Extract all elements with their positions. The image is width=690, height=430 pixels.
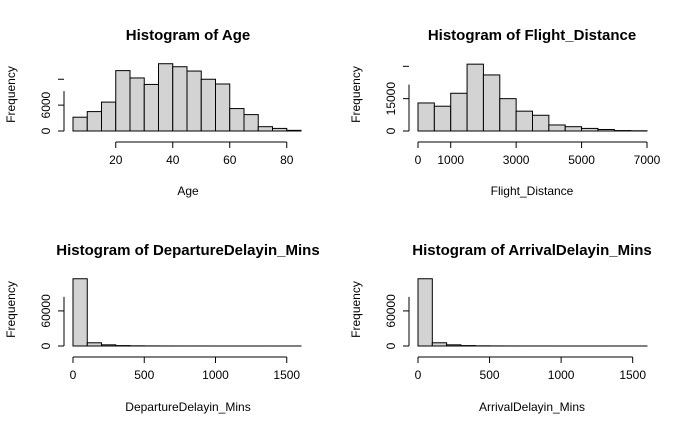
x-tick-label: 5000 bbox=[568, 153, 595, 167]
y-axis-label: Frequency bbox=[349, 281, 363, 338]
x-tick-label: 500 bbox=[134, 368, 154, 382]
histogram-bar bbox=[243, 114, 259, 132]
histogram-bar bbox=[548, 124, 566, 132]
histogram-panel-4: Histogram of ArrivalDelayin_Mins 0 500 1000… bbox=[349, 242, 652, 414]
histogram-bar bbox=[72, 278, 88, 347]
x-axis-label: ArrivalDelayin_Mins bbox=[479, 400, 585, 414]
histogram-bar bbox=[417, 278, 433, 347]
histogram-bar bbox=[286, 129, 302, 132]
histogram-bar bbox=[186, 70, 202, 132]
x-tick-label: 1500 bbox=[619, 368, 646, 382]
y-tick-label: 0 bbox=[39, 127, 53, 134]
histogram-bar bbox=[431, 342, 448, 347]
x-tick-label: 20 bbox=[109, 153, 123, 167]
y-axis-label: Frequency bbox=[4, 66, 18, 123]
x-tick-label: 1000 bbox=[548, 368, 575, 382]
histogram-bar bbox=[200, 78, 216, 132]
histogram-bar bbox=[229, 108, 245, 132]
x-tick-label: 500 bbox=[480, 368, 500, 382]
x-axis-label: Flight_Distance bbox=[491, 184, 574, 198]
histogram-bar bbox=[115, 70, 131, 132]
histogram-bar bbox=[532, 114, 550, 132]
histogram-panel-1: Histogram of Age 20 40 60 80 0 6000 Age Frequenc… bbox=[4, 27, 302, 198]
x-tick-label: 1000 bbox=[202, 368, 229, 382]
x-tick-label: 60 bbox=[223, 153, 237, 167]
histogram-bar bbox=[72, 116, 88, 132]
histogram-bar bbox=[272, 127, 288, 132]
histogram-bar bbox=[597, 128, 615, 132]
x-tick-label: 1000 bbox=[437, 153, 464, 167]
y-axis-label: Frequency bbox=[4, 281, 18, 338]
histogram-bar bbox=[158, 63, 174, 132]
histogram-bar bbox=[143, 83, 159, 132]
x-tick-label: 7000 bbox=[634, 153, 661, 167]
histogram-bar bbox=[417, 102, 435, 132]
y-tick-label: 0 bbox=[384, 342, 398, 349]
histogram-bar bbox=[86, 342, 102, 347]
y-tick-label: 0 bbox=[384, 127, 398, 134]
chart-title: Histogram of Flight_Distance bbox=[428, 27, 636, 44]
histogram-bar bbox=[86, 111, 102, 132]
histogram-bar bbox=[101, 101, 117, 132]
histogram-bar bbox=[482, 74, 501, 132]
y-axis-label: Frequency bbox=[349, 66, 363, 123]
x-tick-label: 3000 bbox=[503, 153, 530, 167]
histogram-panel-3: Histogram of DepartureDelayin_Mins 0 500 10… bbox=[4, 242, 320, 414]
histogram-bar bbox=[215, 83, 231, 132]
x-axis-label: Age bbox=[177, 184, 199, 198]
histogram-bar bbox=[129, 77, 145, 132]
x-tick-label: 0 bbox=[415, 368, 422, 382]
chart-title: Histogram of ArrivalDelayin_Mins bbox=[412, 242, 652, 259]
x-tick-label: 0 bbox=[415, 153, 422, 167]
x-tick-label: 1500 bbox=[273, 368, 300, 382]
y-tick-label: 60000 bbox=[384, 294, 398, 328]
x-axis-label: DepartureDelayin_Mins bbox=[125, 400, 250, 414]
histogram-bar bbox=[466, 63, 484, 132]
x-tick-label: 80 bbox=[280, 153, 294, 167]
histogram-bar bbox=[446, 344, 462, 347]
histogram-bar bbox=[515, 110, 534, 132]
y-tick-label: 6000 bbox=[39, 91, 53, 118]
histogram-bar bbox=[450, 92, 468, 132]
histogram-bar bbox=[172, 66, 188, 132]
chart-title: Histogram of DepartureDelayin_Mins bbox=[56, 242, 319, 259]
histogram-bar bbox=[433, 105, 452, 132]
y-tick-label: 15000 bbox=[384, 82, 398, 116]
chart-title: Histogram of Age bbox=[126, 27, 250, 44]
y-tick-label: 0 bbox=[39, 342, 53, 349]
y-tick-label: 60000 bbox=[39, 294, 53, 328]
histogram-bar bbox=[564, 126, 583, 132]
histogram-bar bbox=[257, 126, 273, 132]
histogram-bar bbox=[101, 344, 117, 347]
histogram-bar bbox=[581, 127, 599, 132]
x-tick-label: 0 bbox=[70, 368, 77, 382]
x-tick-label: 40 bbox=[166, 153, 180, 167]
histogram-bar bbox=[499, 98, 517, 132]
histogram-panel-2: Histogram of Flight_Distance 0 1000 3000 500… bbox=[349, 27, 661, 198]
